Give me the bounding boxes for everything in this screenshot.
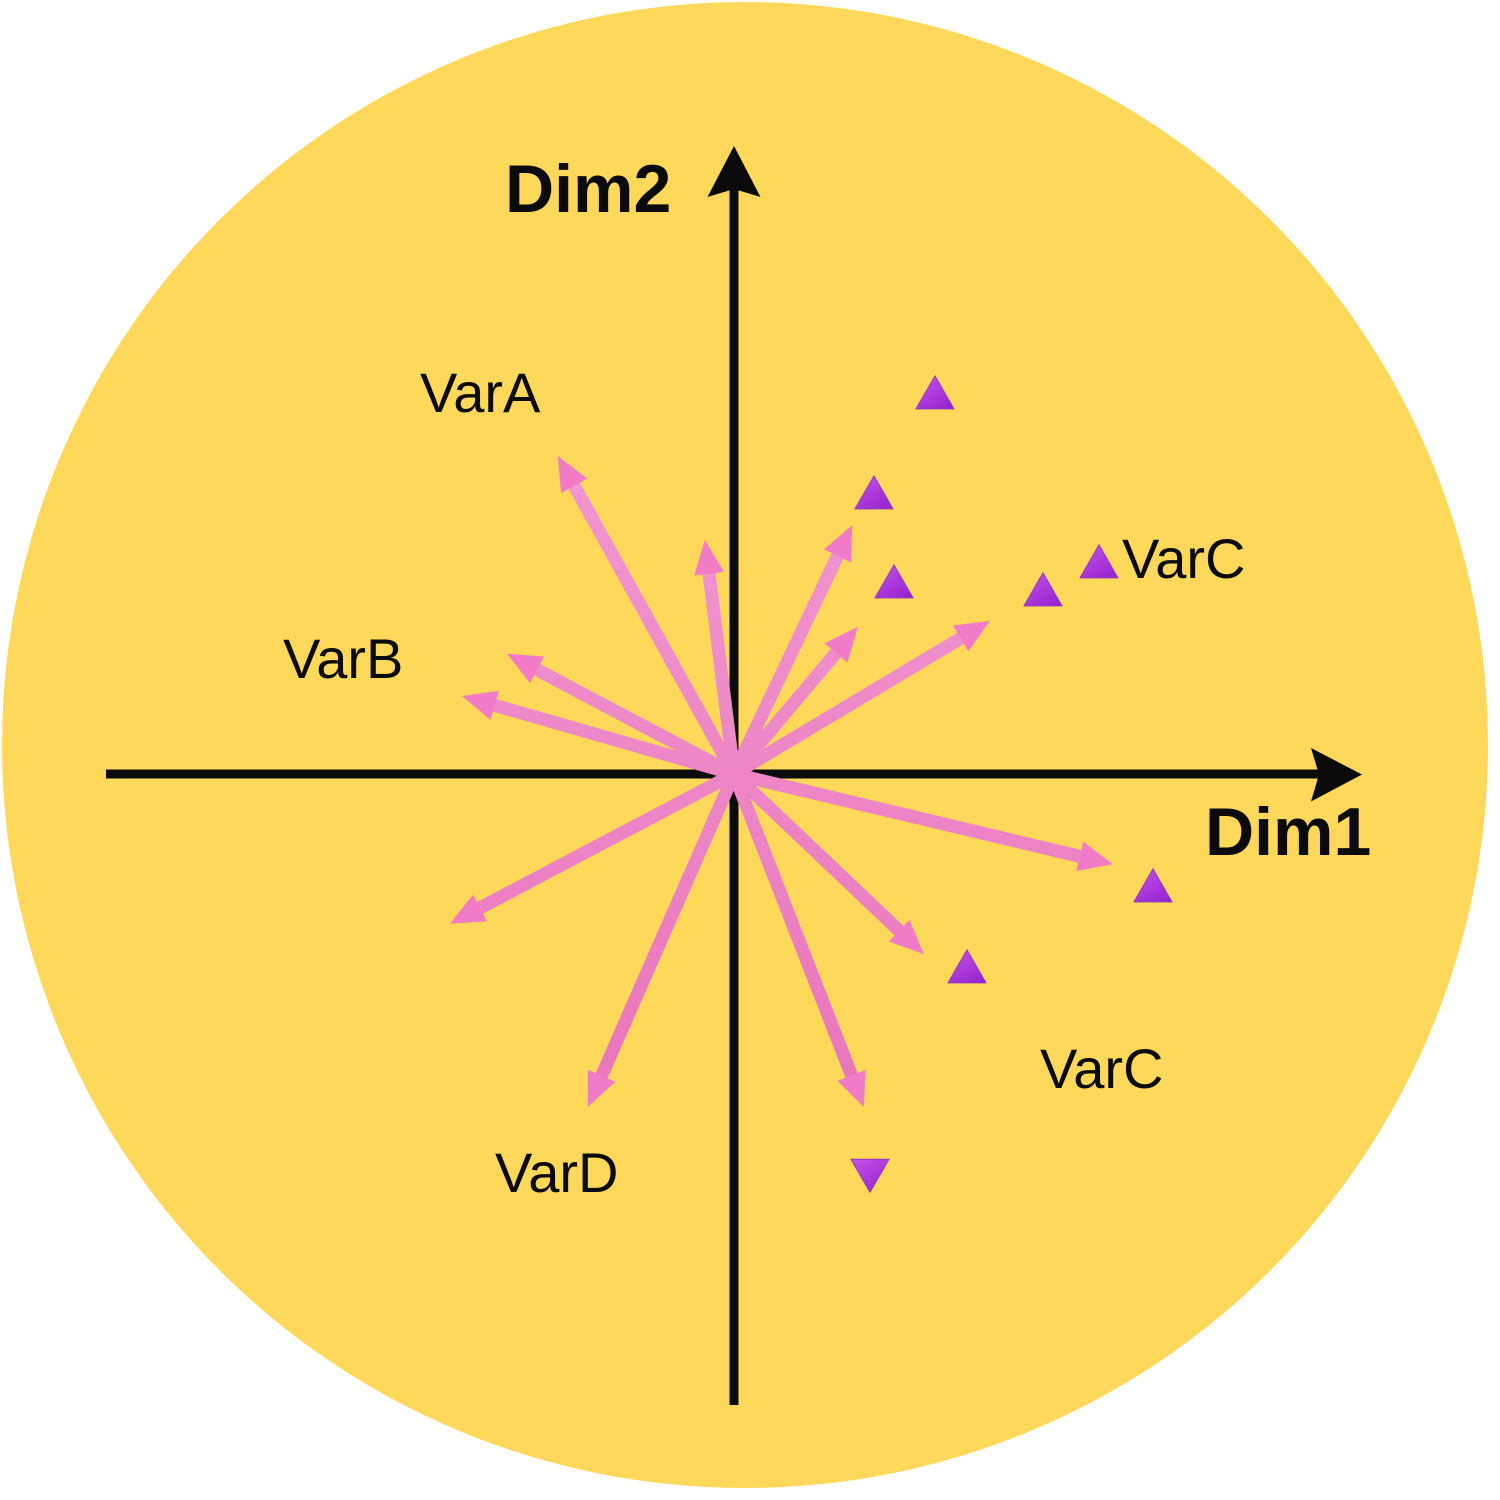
- svg-text:VarB: VarB: [283, 627, 403, 690]
- svg-text:Dim1: Dim1: [1205, 794, 1371, 870]
- svg-text:VarA: VarA: [420, 361, 541, 424]
- svg-text:VarC: VarC: [1040, 1037, 1163, 1100]
- svg-text:VarD: VarD: [495, 1141, 618, 1204]
- svg-text:Dim2: Dim2: [505, 151, 671, 227]
- svg-text:VarC: VarC: [1122, 527, 1245, 590]
